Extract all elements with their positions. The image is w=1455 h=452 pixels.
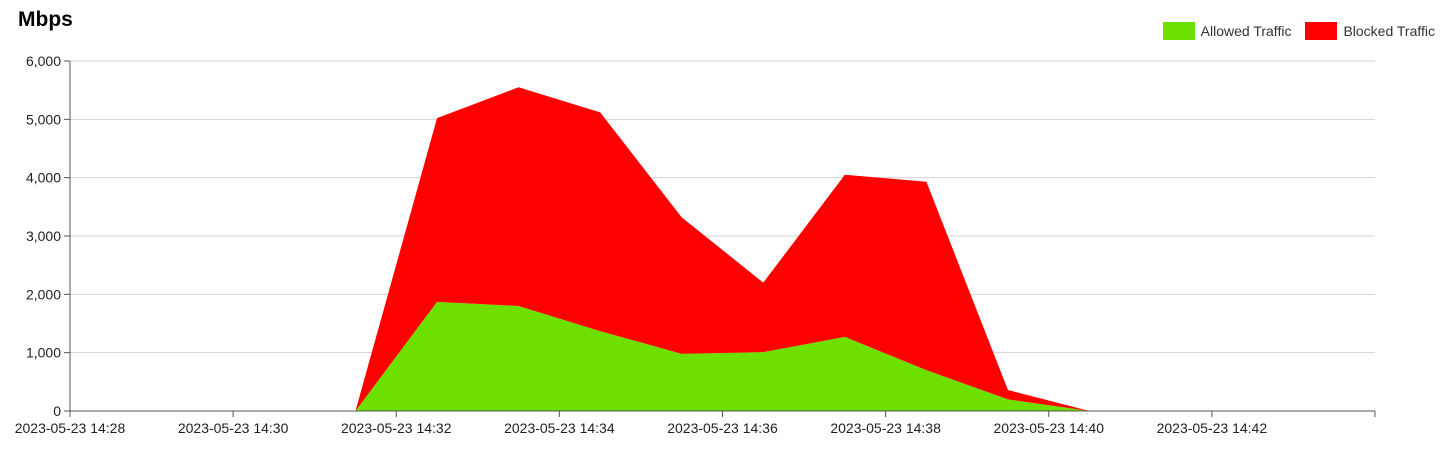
- legend-swatch-allowed: [1162, 22, 1195, 40]
- x-tick-label-0: 2023-05-23 14:28: [15, 420, 126, 436]
- x-tick-label-3: 2023-05-23 14:34: [504, 420, 615, 436]
- legend-label-allowed: Allowed Traffic: [1200, 23, 1292, 39]
- chart-title: Mbps: [18, 8, 73, 31]
- legend-item-blocked[interactable]: Blocked Traffic: [1305, 22, 1435, 40]
- y-tick-label-2: 2,000: [26, 286, 61, 302]
- x-tick-label-5: 2023-05-23 14:38: [830, 420, 941, 436]
- y-tick-label-3: 3,000: [26, 228, 61, 244]
- x-tick-label-2: 2023-05-23 14:32: [341, 420, 452, 436]
- y-tick-label-4: 4,000: [26, 170, 61, 186]
- x-tick-label-6: 2023-05-23 14:40: [993, 420, 1104, 436]
- legend-label-blocked: Blocked Traffic: [1343, 23, 1435, 39]
- x-tick-label-4: 2023-05-23 14:36: [667, 420, 778, 436]
- y-tick-label-1: 1,000: [26, 345, 61, 361]
- x-tick-label-7: 2023-05-23 14:42: [1157, 420, 1268, 436]
- legend-item-allowed[interactable]: Allowed Traffic: [1162, 22, 1292, 40]
- legend: Allowed Traffic Blocked Traffic: [1149, 22, 1435, 40]
- legend-swatch-blocked: [1305, 22, 1338, 40]
- y-tick-label-5: 5,000: [26, 111, 61, 127]
- x-tick-label-1: 2023-05-23 14:30: [178, 420, 289, 436]
- area-series-1: [355, 87, 1090, 411]
- y-tick-label-6: 6,000: [26, 53, 61, 69]
- area-series-0: [355, 301, 1090, 411]
- y-tick-label-0: 0: [53, 403, 61, 419]
